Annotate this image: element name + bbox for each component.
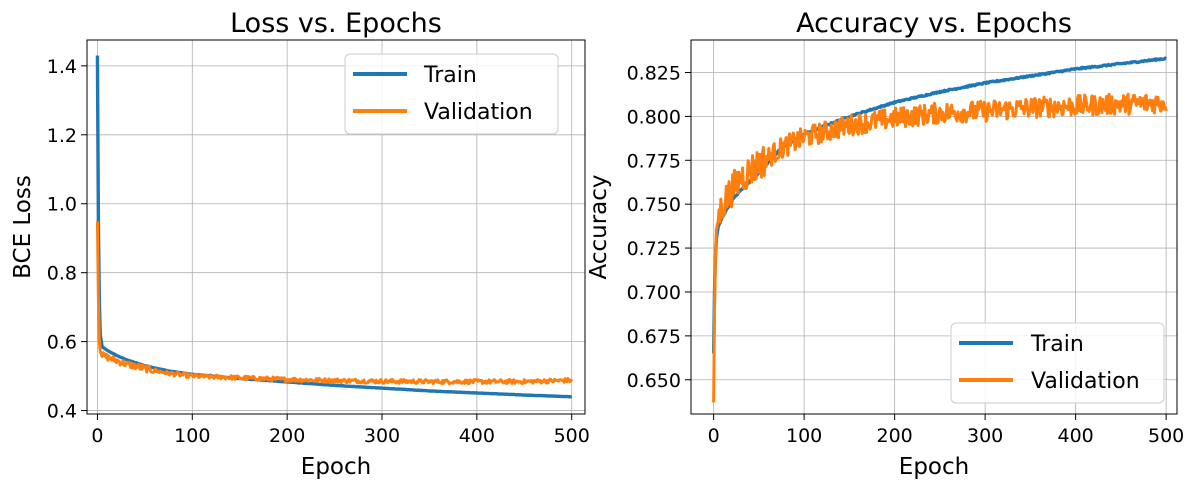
loss-x-tick-label: 200	[269, 425, 305, 447]
accuracy-validation-line	[712, 92, 1168, 403]
accuracy-y-axis-label: Accuracy	[586, 174, 612, 279]
accuracy-x-axis-label: Epoch	[899, 454, 969, 480]
loss-axes-frame	[86, 39, 586, 415]
loss-y-tick-label: 1.4	[47, 56, 77, 78]
accuracy-panel: 0 100 200 300 400 500 0.650 0.675 0.700 0.725 0.75…	[586, 8, 1184, 480]
loss-legend-train-label: Train	[423, 63, 477, 88]
loss-validation-line	[95, 221, 574, 386]
accuracy-x-tick-label: 500	[1148, 425, 1184, 447]
loss-y-tick-label: 1.2	[47, 125, 77, 147]
accuracy-y-tick-label: 0.700	[627, 282, 681, 304]
accuracy-x-tick-label: 100	[786, 425, 822, 447]
accuracy-legend-validation-label: Validation	[1031, 369, 1140, 394]
loss-legend: Train Validation	[344, 53, 559, 135]
accuracy-axes-frame	[690, 39, 1178, 415]
loss-chart-title: Loss vs. Epochs	[230, 8, 442, 39]
loss-x-axis-label: Epoch	[301, 454, 371, 480]
accuracy-y-tick-label: 0.825	[627, 62, 681, 84]
loss-panel: 0 100 200 300 400 500 0.4 0.6 0.8 1.0 1.2 1.4 Loss …	[10, 8, 590, 480]
accuracy-chart-title: Accuracy vs. Epochs	[796, 8, 1072, 39]
accuracy-legend-train-label: Train	[1030, 332, 1084, 357]
loss-y-tick-label: 1.0	[47, 194, 77, 216]
loss-y-tick-label: 0.8	[47, 263, 77, 285]
accuracy-legend: Train Validation	[950, 322, 1165, 404]
accuracy-ticks: 0 100 200 300 400 500 0.650 0.675 0.700 0.725 0.75…	[627, 62, 1185, 447]
accuracy-y-tick-label: 0.800	[627, 106, 681, 128]
loss-x-tick-label: 400	[459, 425, 495, 447]
loss-grid	[87, 40, 585, 414]
accuracy-x-tick-label: 400	[1058, 425, 1094, 447]
loss-legend-validation-label: Validation	[424, 100, 533, 125]
accuracy-x-tick-label: 300	[967, 425, 1003, 447]
accuracy-y-tick-label: 0.775	[627, 150, 681, 172]
accuracy-y-tick-label: 0.650	[627, 370, 681, 392]
loss-ticks: 0 100 200 300 400 500 0.4 0.6 0.8 1.0 1.2 1.4	[47, 56, 590, 447]
loss-x-tick-label: 300	[364, 425, 400, 447]
accuracy-y-tick-label: 0.675	[627, 326, 681, 348]
accuracy-y-tick-label: 0.750	[627, 194, 681, 216]
accuracy-y-tick-label: 0.725	[627, 238, 681, 260]
loss-series	[95, 55, 574, 399]
loss-x-tick-label: 100	[174, 425, 210, 447]
loss-y-axis-label: BCE Loss	[10, 175, 36, 279]
accuracy-x-tick-label: 200	[876, 425, 912, 447]
loss-y-tick-label: 0.6	[47, 332, 77, 354]
accuracy-series	[711, 56, 1168, 403]
loss-y-tick-label: 0.4	[47, 401, 77, 423]
loss-x-tick-label: 500	[554, 425, 590, 447]
loss-x-tick-label: 0	[91, 425, 103, 447]
accuracy-x-tick-label: 0	[708, 425, 720, 447]
